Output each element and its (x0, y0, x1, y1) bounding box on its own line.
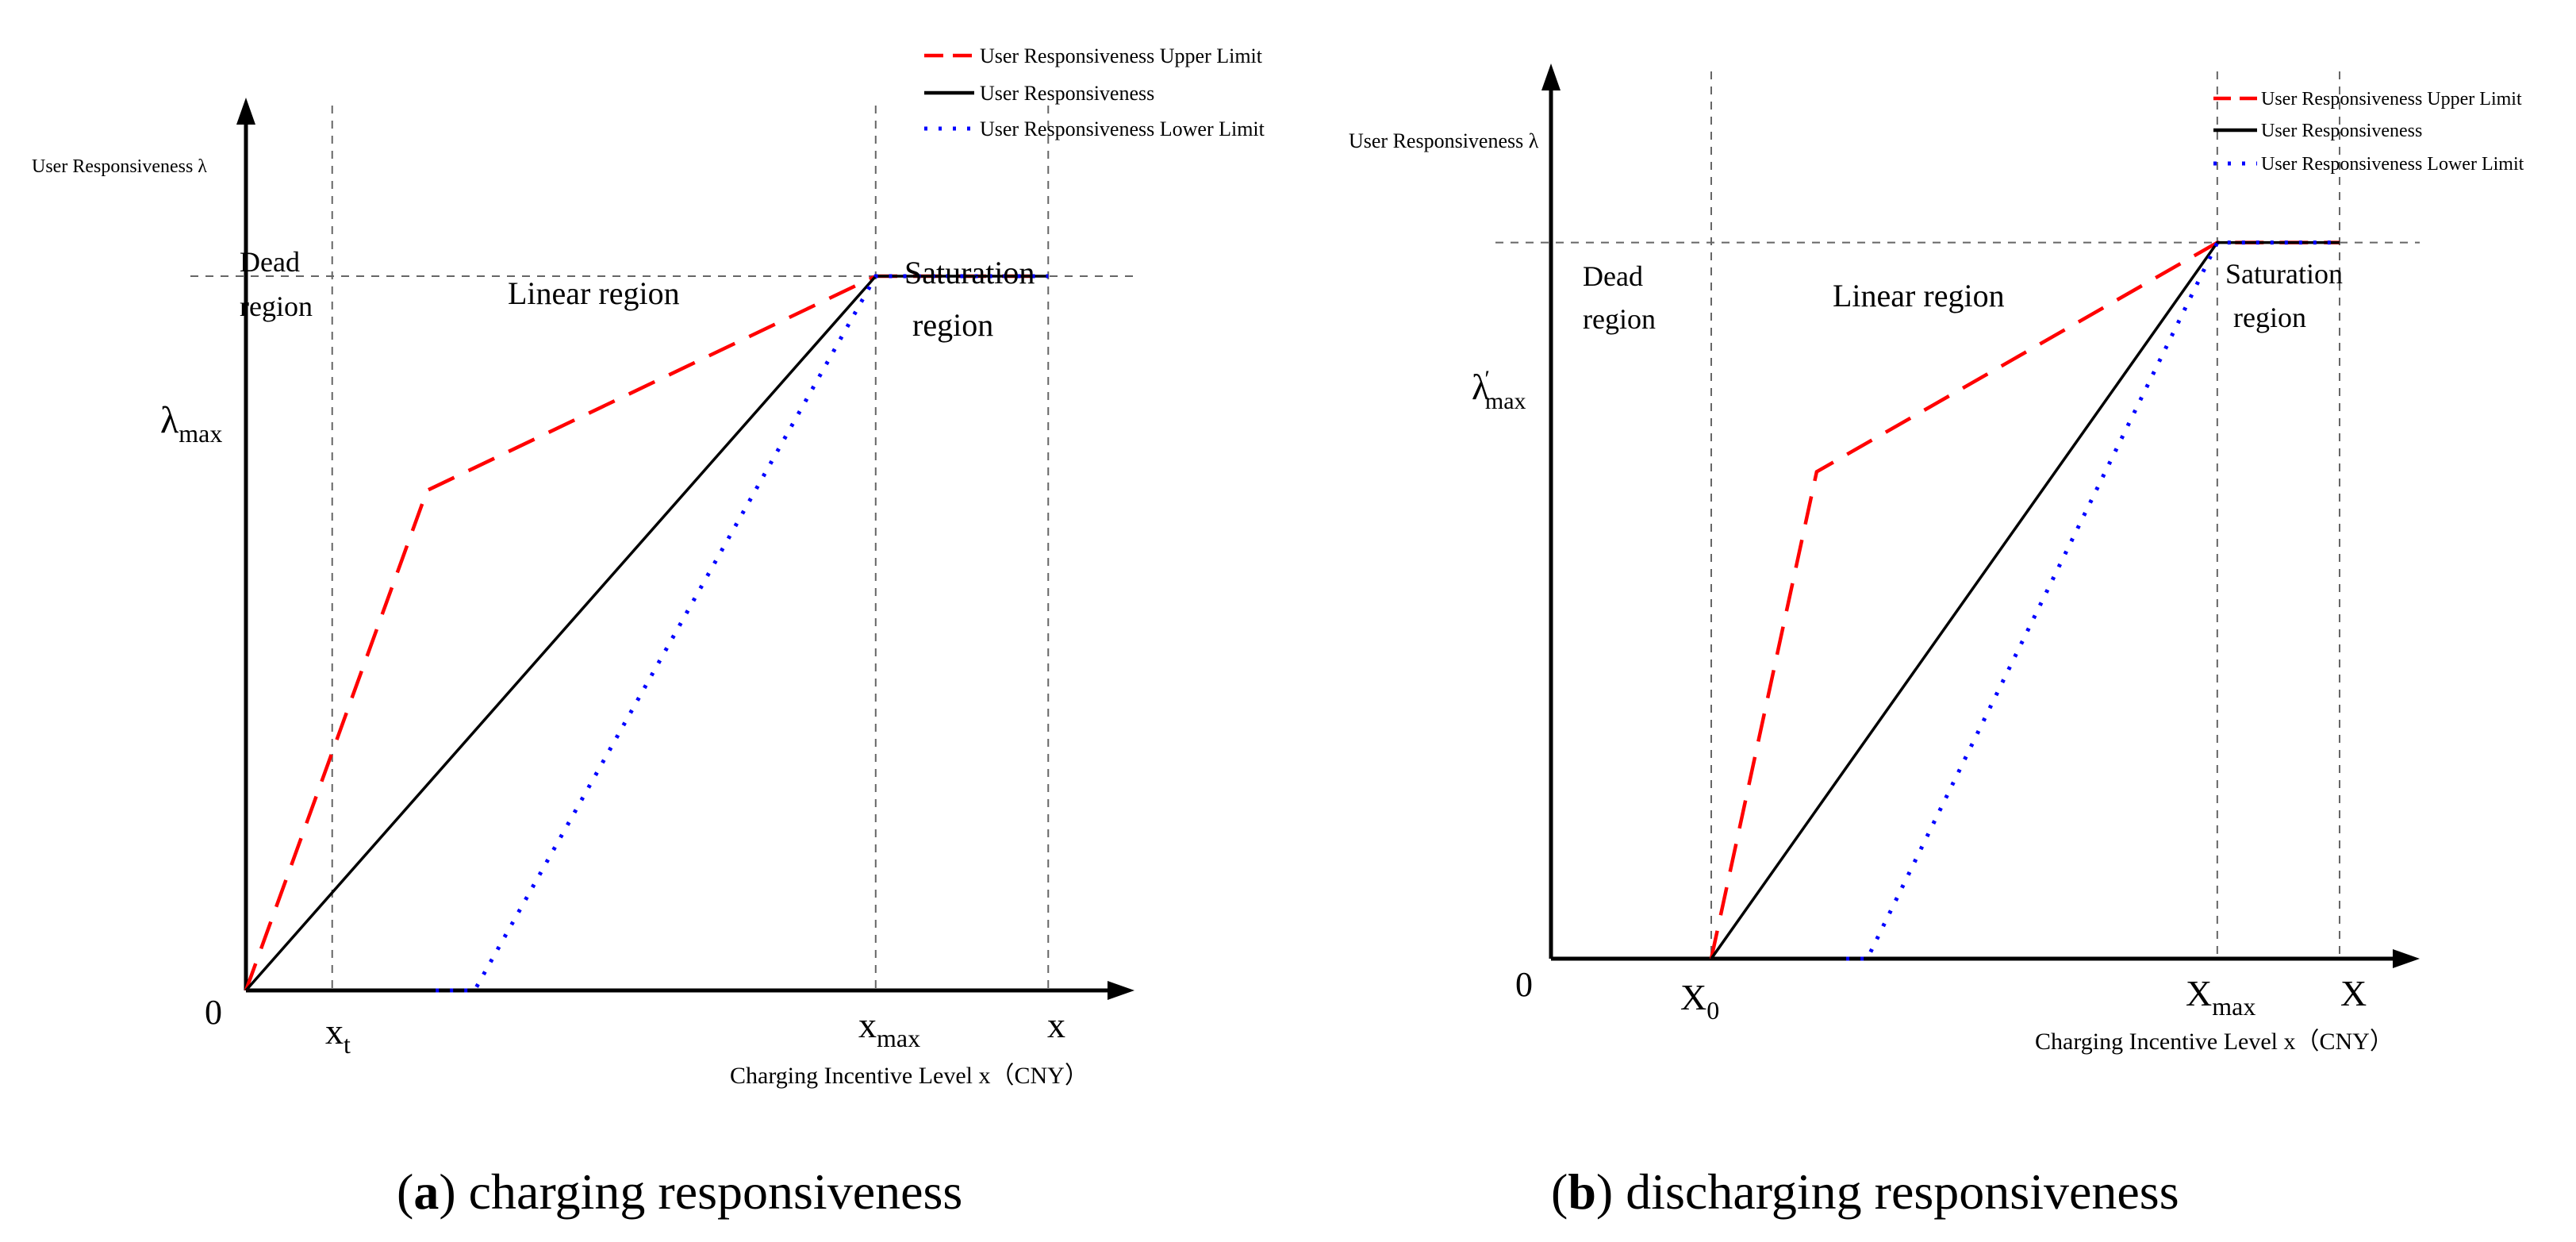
b-region-saturation-line1: Saturation (2225, 258, 2343, 290)
b-region-dead-line1: Dead (1583, 260, 1643, 292)
a-x-axis-label: Charging Incentive Level x（CNY） (730, 1063, 1088, 1089)
b-series-upper-limit (1709, 240, 2340, 959)
b-caption: (b) discharging responsiveness (1551, 1163, 2179, 1220)
b-origin-label: 0 (1515, 965, 1533, 1004)
a-legend-lower-label: User Responsiveness Lower Limit (980, 117, 1265, 140)
b-x-tick-x0: X0 (1680, 977, 1719, 1025)
b-y-tick-lambda-max: λ′ max (1472, 366, 1526, 414)
a-legend: User Responsiveness Upper Limit User Res… (924, 44, 1265, 140)
a-y-axis-arrow (236, 98, 255, 125)
a-region-saturation-line1: Saturation (904, 255, 1035, 290)
a-x-tick-x: x (1047, 1005, 1065, 1045)
b-legend-upper-label: User Responsiveness Upper Limit (2261, 89, 2522, 110)
a-region-saturation-line2: region (912, 307, 993, 343)
b-x-tick-x: X (2340, 973, 2367, 1013)
a-region-dead-line2: region (240, 290, 313, 322)
b-region-linear: Linear region (1833, 278, 2005, 313)
a-region-linear: Linear region (508, 275, 680, 311)
a-x-tick-xmax: xmax (858, 1005, 920, 1052)
a-origin-label: 0 (205, 993, 222, 1032)
b-series-lower-limit (1846, 240, 2340, 961)
a-y-axis-label: User Responsiveness λ (32, 156, 207, 177)
b-legend: User Responsiveness Upper Limit User Res… (2213, 89, 2524, 175)
a-y-tick-lambda-max: λmax (160, 399, 222, 448)
a-legend-main-label: User Responsiveness (980, 82, 1154, 105)
a-series-responsiveness (244, 275, 1049, 992)
a-caption: (a) charging responsiveness (397, 1163, 962, 1220)
a-x-tick-xt: xt (325, 1011, 351, 1059)
b-region-dead-line2: region (1583, 303, 1656, 335)
b-y-axis-label: User Responsiveness λ (1349, 129, 1539, 152)
b-y-axis-arrow (1541, 63, 1561, 90)
b-legend-main-label: User Responsiveness (2261, 121, 2422, 141)
panel-a-charging-chart: User Responsiveness λ Dead region Linear… (32, 44, 1265, 1220)
b-legend-lower-label: User Responsiveness Lower Limit (2261, 154, 2524, 175)
b-series-responsiveness (1710, 240, 2340, 960)
panel-b-discharging-chart: User Responsiveness λ Dead region Linear… (1349, 63, 2524, 1220)
a-legend-upper-label: User Responsiveness Upper Limit (980, 44, 1263, 67)
b-x-tick-xmax: Xmax (2186, 973, 2255, 1021)
b-region-saturation-line2: region (2233, 302, 2306, 333)
b-x-axis-arrow (2393, 949, 2420, 968)
a-x-axis-arrow (1108, 981, 1134, 1000)
a-series-lower-limit (436, 274, 1049, 993)
a-region-dead-line1: Dead (240, 246, 300, 278)
b-x-axis-label: Charging Incentive Level x（CNY） (2035, 1029, 2394, 1055)
a-series-upper-limit (244, 274, 1049, 991)
